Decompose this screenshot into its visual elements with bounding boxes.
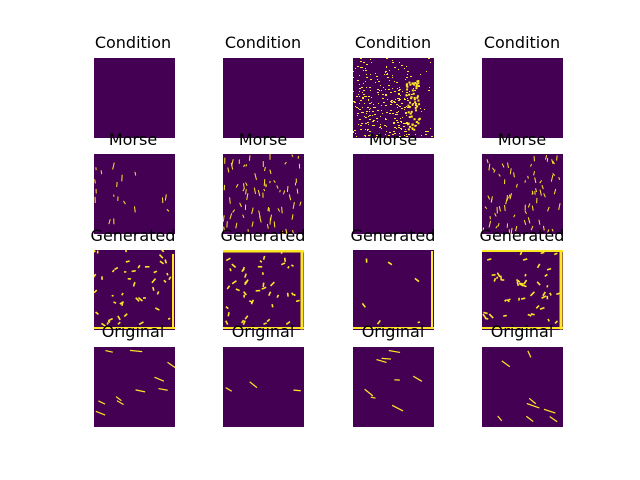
panel-title-generated: Generated: [220, 226, 306, 245]
condition-image: [223, 58, 304, 138]
original-image: [353, 347, 434, 427]
panel-title-original: Original: [101, 322, 165, 341]
generated-image: [223, 250, 304, 330]
panel-title-morse: Morse: [368, 130, 418, 149]
panel-title-original: Original: [361, 322, 425, 341]
morse-image: [353, 154, 434, 234]
original-image: [223, 347, 304, 427]
condition-image: [353, 58, 434, 138]
panel-title-condition: Condition: [94, 33, 172, 52]
panel-title-condition: Condition: [224, 33, 302, 52]
panel-title-original: Original: [490, 322, 554, 341]
panel-title-generated: Generated: [479, 226, 565, 245]
generated-image: [94, 250, 175, 330]
panel-title-morse: Morse: [497, 130, 547, 149]
panel-title-morse: Morse: [238, 130, 288, 149]
panel-title-generated: Generated: [350, 226, 436, 245]
panel-title-morse: Morse: [108, 130, 158, 149]
morse-image: [94, 154, 175, 234]
original-image: [482, 347, 563, 427]
panel-title-generated: Generated: [90, 226, 176, 245]
morse-image: [482, 154, 563, 234]
panel-title-condition: Condition: [354, 33, 432, 52]
morse-image: [223, 154, 304, 234]
panel-title-condition: Condition: [483, 33, 561, 52]
condition-image: [94, 58, 175, 138]
panel-title-original: Original: [231, 322, 295, 341]
generated-image: [353, 250, 434, 330]
condition-image: [482, 58, 563, 138]
original-image: [94, 347, 175, 427]
generated-image: [482, 250, 563, 330]
